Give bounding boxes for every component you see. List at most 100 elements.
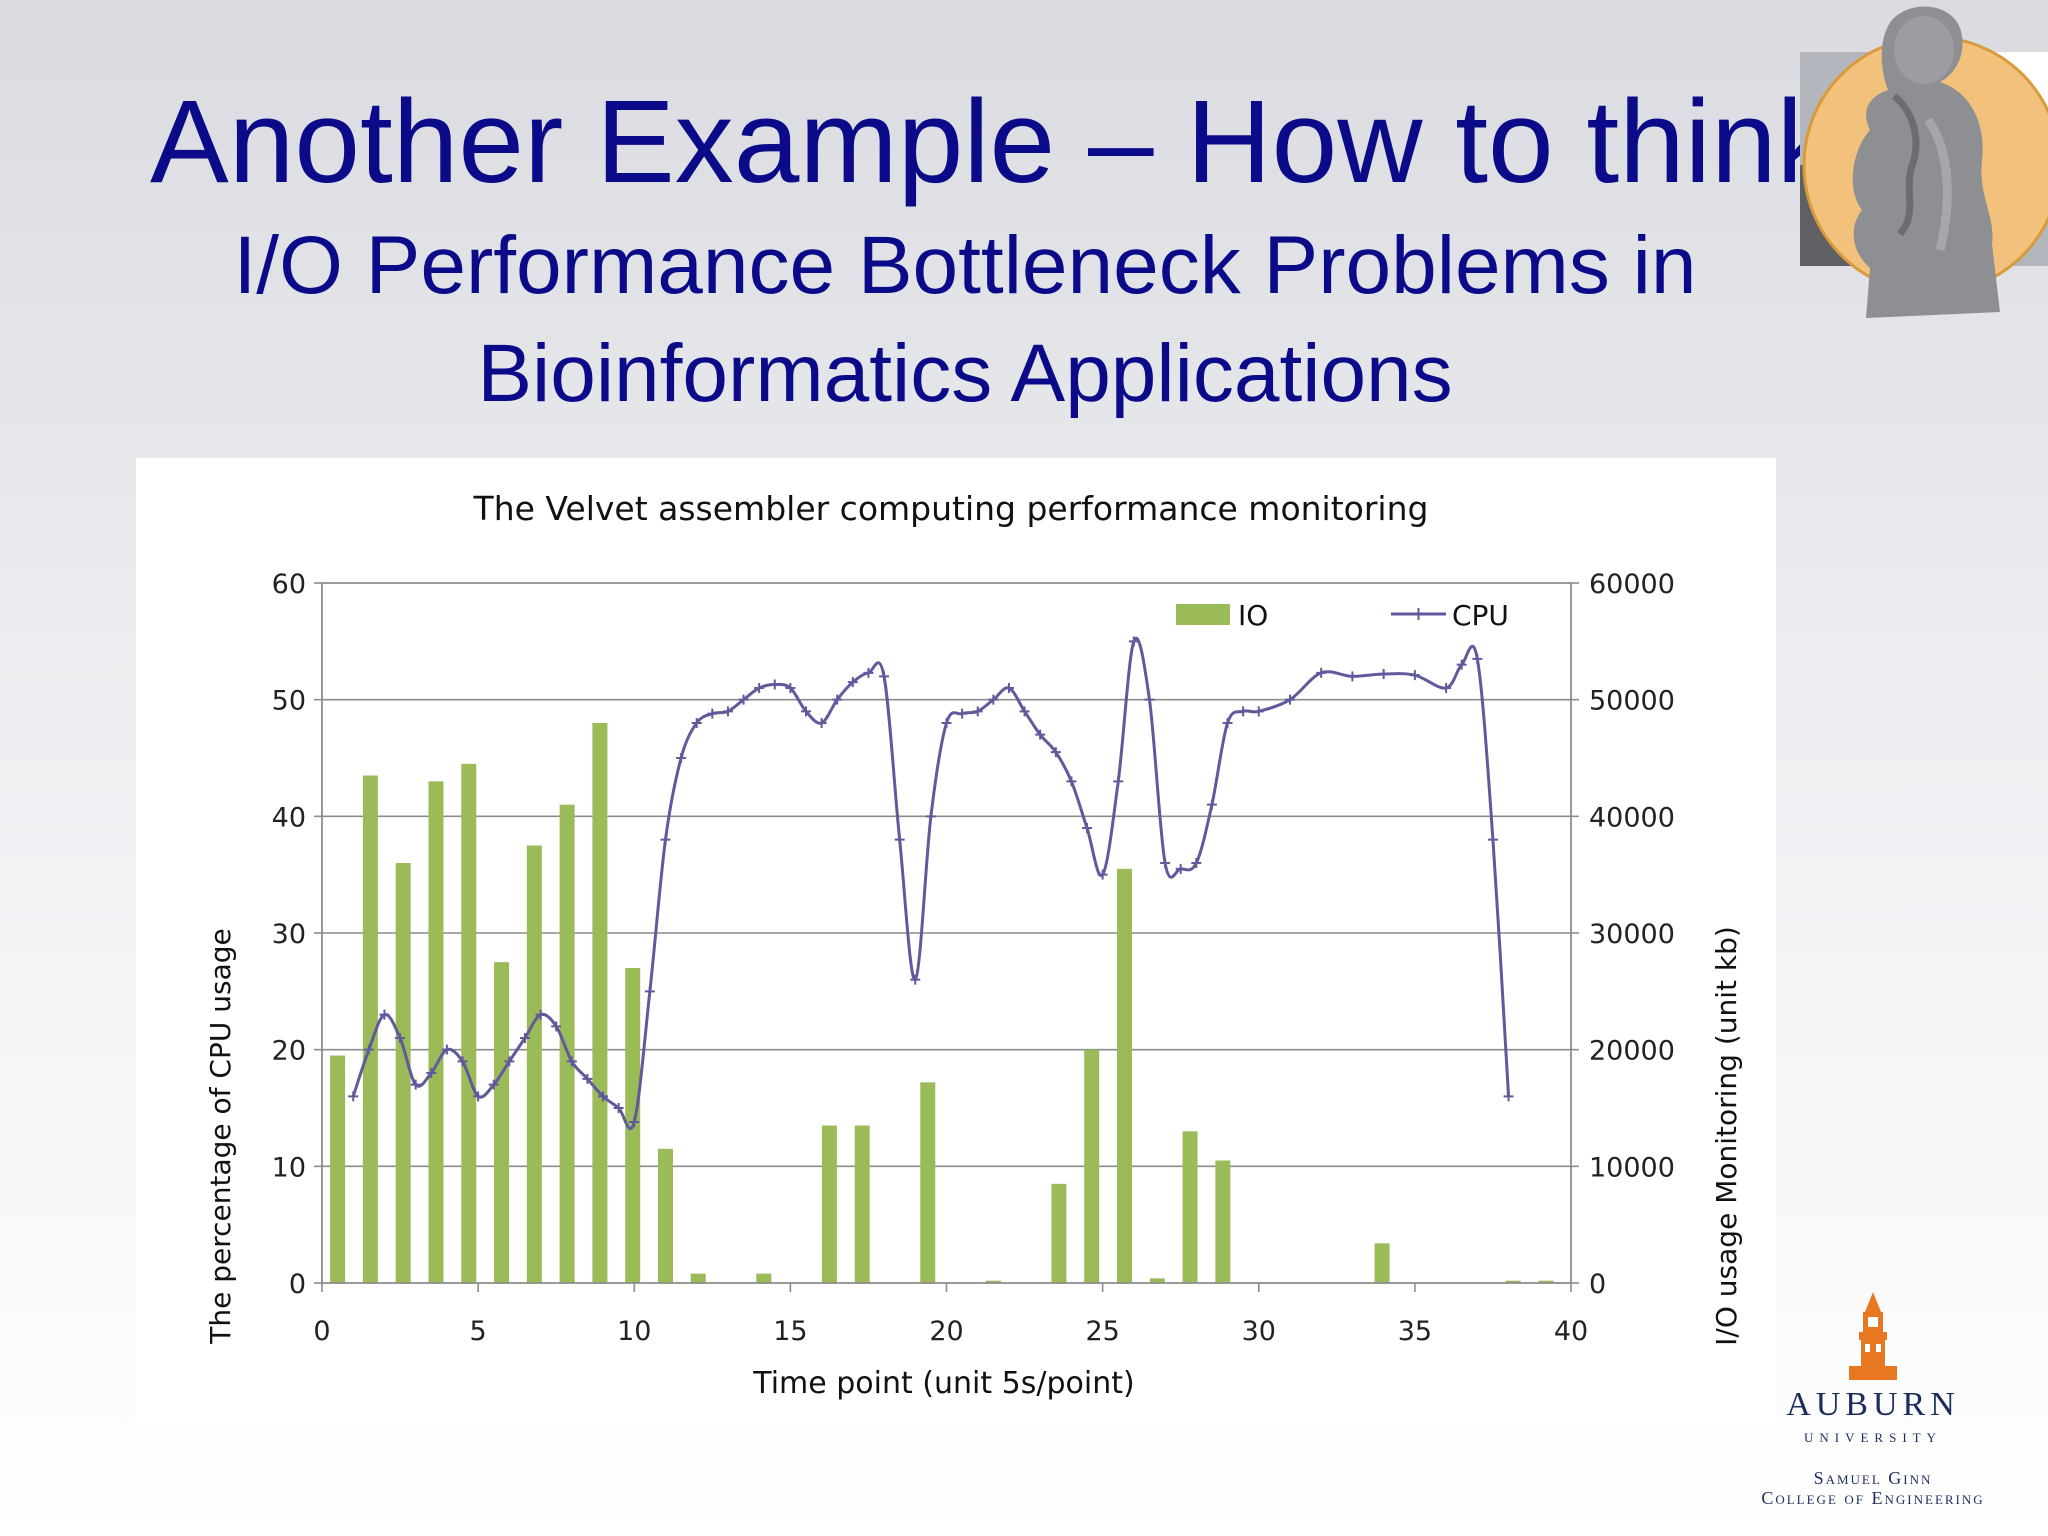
cpu-point: [535, 1009, 546, 1020]
cpu-point: [1128, 636, 1139, 647]
cpu-point: [1472, 653, 1483, 664]
cpu-series-line: [351, 637, 1511, 1131]
io-bar: [1505, 1280, 1521, 1283]
cpu-point: [613, 1103, 624, 1113]
cpu-point: [707, 708, 718, 719]
right-tick-label: 30000: [1589, 919, 1675, 950]
cpu-point: [504, 1056, 515, 1067]
x-tick-label: 35: [1398, 1316, 1432, 1347]
io-bar: [690, 1273, 706, 1283]
cpu-point: [1035, 729, 1046, 740]
io-bar: [756, 1273, 772, 1283]
legend-label-cpu: CPU: [1452, 599, 1509, 632]
cpu-point: [988, 694, 999, 705]
cpu-point: [1441, 683, 1452, 693]
x-tick-label: 5: [470, 1316, 487, 1347]
right-tick-label: 20000: [1589, 1036, 1675, 1067]
io-bar: [1374, 1243, 1390, 1283]
cpu-point: [1160, 858, 1171, 868]
io-bar: [657, 1148, 673, 1283]
cpu-point: [816, 718, 827, 728]
cpu-point: [800, 706, 811, 717]
cpu-point: [847, 677, 858, 688]
io-bars: [330, 723, 1554, 1283]
io-bar: [428, 781, 444, 1283]
cpu-point: [1284, 694, 1295, 705]
subtitle-line-2: Bioinformatics Applications: [477, 328, 1453, 419]
cpu-point: [395, 1033, 406, 1043]
x-tick-label: 0: [313, 1316, 330, 1347]
cpu-point: [1316, 667, 1327, 678]
cpu-point: [629, 1117, 640, 1127]
cpu-point: [941, 718, 952, 728]
cpu-point: [894, 834, 905, 845]
samford-tower-icon: [1849, 1292, 1897, 1380]
io-bar: [1084, 1049, 1100, 1283]
chart-legend: IO CPU: [1176, 599, 1509, 632]
cpu-point: [832, 694, 843, 705]
cpu-point: [348, 1091, 359, 1102]
io-bar: [920, 1082, 936, 1283]
slide-subtitle: I/O Performance Bottleneck Problems in B…: [150, 212, 1780, 428]
slide-title: Another Example – How to think: [150, 76, 1836, 208]
io-bar: [1538, 1280, 1554, 1283]
io-bar: [395, 863, 411, 1283]
io-bar: [330, 1055, 346, 1283]
x-tick-label: 30: [1242, 1316, 1276, 1347]
cpu-point: [644, 986, 655, 997]
y-axis-label-left: The percentage of CPU usage: [204, 928, 237, 1345]
cpu-point: [957, 708, 968, 719]
chart-title: The Velvet assembler computing performan…: [473, 489, 1429, 528]
cpu-point: [676, 753, 687, 763]
io-bar: [526, 845, 542, 1283]
cpu-point: [410, 1079, 421, 1090]
cpu-point: [1097, 869, 1108, 880]
cpu-point: [566, 1056, 577, 1067]
thinker-statue-icon: [1800, 6, 2048, 319]
io-bar: [559, 804, 575, 1283]
cpu-point: [1144, 694, 1155, 705]
cpu-point: [1409, 670, 1420, 681]
io-bar: [854, 1125, 870, 1283]
cpu-point: [754, 683, 765, 693]
legend-marker-cpu: [1412, 608, 1425, 620]
left-tick-label: 0: [289, 1269, 306, 1300]
cpu-point: [972, 706, 983, 717]
subtitle-line-1: I/O Performance Bottleneck Problems in: [233, 220, 1697, 311]
cpu-point: [519, 1033, 530, 1043]
left-tick-label: 20: [272, 1036, 306, 1067]
logo-university-name: AUBURN: [1786, 1386, 1960, 1423]
io-bar: [461, 763, 477, 1283]
cpu-point: [582, 1073, 593, 1084]
legend-swatch-io: [1176, 604, 1230, 625]
cpu-point: [1050, 747, 1061, 758]
cpu-point: [1222, 718, 1233, 728]
cpu-point: [1113, 776, 1124, 787]
io-bar: [592, 723, 608, 1283]
x-tick-label: 40: [1554, 1316, 1588, 1347]
cpu-point: [1238, 706, 1249, 717]
right-tick-label: 40000: [1589, 802, 1675, 833]
cpu-point: [1378, 669, 1389, 679]
cpu-point: [1191, 858, 1202, 868]
chart-panel: 0 10 20 30 40 50 60 0 10000 20000 30000 40000 50000 6…: [136, 458, 1776, 1423]
cpu-point: [1175, 863, 1186, 874]
logo-university-word: UNIVERSITY: [1804, 1430, 1942, 1445]
io-bar: [494, 962, 510, 1283]
cpu-point: [738, 694, 749, 705]
cpu-point: [1206, 799, 1217, 810]
cpu-point: [1456, 659, 1467, 670]
cpu-point: [1347, 671, 1358, 682]
cpu-point: [598, 1091, 609, 1102]
legend-label-io: IO: [1238, 599, 1268, 632]
x-tick-label: 10: [617, 1316, 651, 1347]
cpu-point: [925, 811, 936, 822]
left-tick-label: 10: [272, 1152, 306, 1183]
cpu-point: [1003, 683, 1014, 693]
left-tick-label: 60: [272, 569, 306, 600]
left-tick-label: 30: [272, 919, 306, 950]
cpu-point: [691, 718, 702, 728]
io-bar: [821, 1125, 837, 1283]
cpu-point: [1503, 1091, 1514, 1102]
left-tick-label: 40: [272, 802, 306, 833]
